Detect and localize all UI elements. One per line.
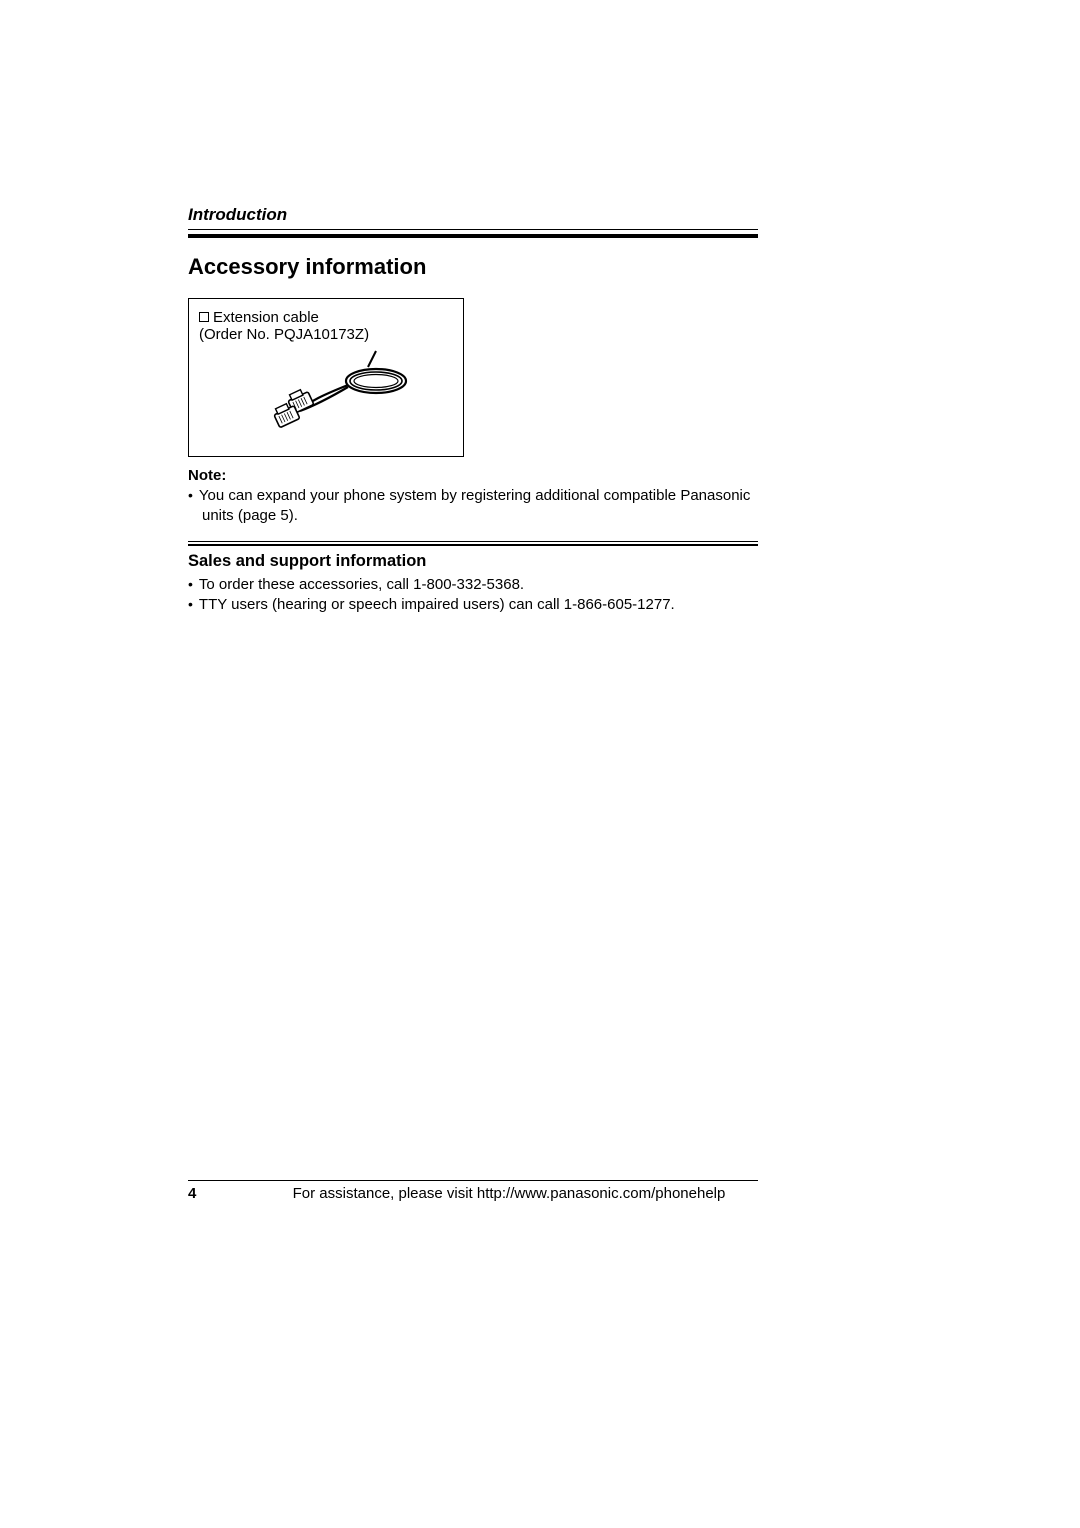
page-content: Introduction Accessory information Exten… xyxy=(188,205,758,615)
accessory-order-number: (Order No. PQJA10173Z) xyxy=(199,326,453,343)
accessory-name: Extension cable xyxy=(213,309,319,326)
page-title: Accessory information xyxy=(188,254,758,280)
page-number: 4 xyxy=(188,1185,260,1202)
header-thick-rule xyxy=(188,234,758,238)
footer-rule xyxy=(188,1180,758,1181)
footer-row: 4 For assistance, please visit http://ww… xyxy=(188,1185,758,1202)
sales-list: To order these accessories, call 1-800-3… xyxy=(188,575,758,616)
list-item: You can expand your phone system by regi… xyxy=(188,486,758,527)
note-list: You can expand your phone system by regi… xyxy=(188,486,758,527)
accessory-label-line1: Extension cable xyxy=(199,309,453,326)
subsection-thin-rule xyxy=(188,541,758,542)
page-footer: 4 For assistance, please visit http://ww… xyxy=(188,1180,758,1202)
cable-illustration xyxy=(236,349,416,444)
header-thin-rule xyxy=(188,229,758,230)
accessory-box: Extension cable (Order No. PQJA10173Z) xyxy=(188,298,464,457)
subheading-sales: Sales and support information xyxy=(188,552,758,571)
subsection-thick-rule xyxy=(188,544,758,546)
note-label: Note: xyxy=(188,467,758,484)
section-header: Introduction xyxy=(188,205,758,229)
list-item: TTY users (hearing or speech impaired us… xyxy=(188,595,758,615)
list-item: To order these accessories, call 1-800-3… xyxy=(188,575,758,595)
checkbox-icon xyxy=(199,312,209,322)
footer-assist-text: For assistance, please visit http://www.… xyxy=(260,1185,758,1202)
